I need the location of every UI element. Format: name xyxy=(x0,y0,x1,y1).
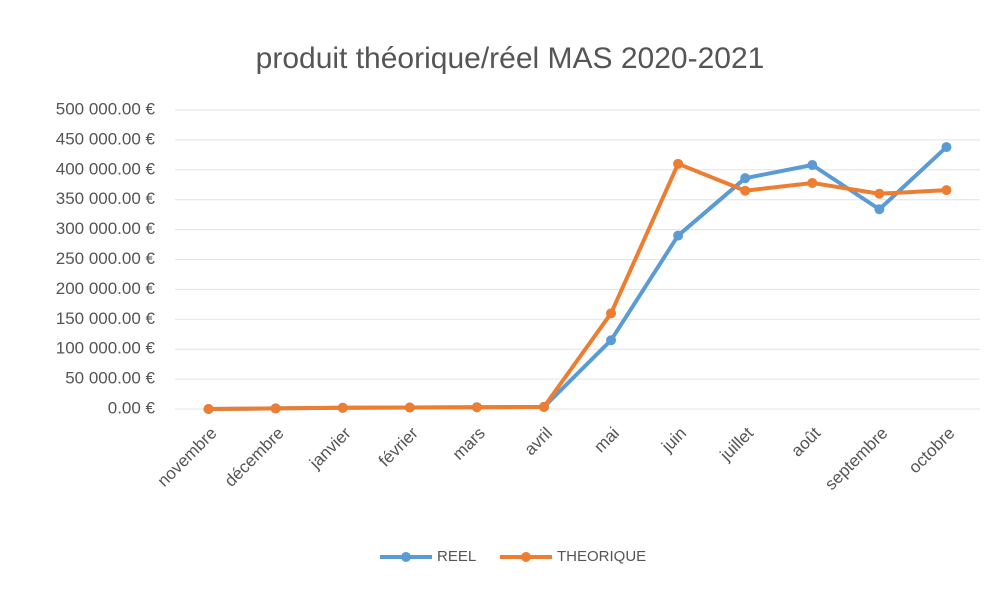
legend-label: THEORIQUE xyxy=(557,548,646,565)
x-tick-label: avril xyxy=(520,424,555,459)
x-tick-label: juin xyxy=(657,424,690,457)
x-tick-label: décembre xyxy=(221,424,288,491)
x-tick-label: mai xyxy=(590,424,623,457)
data-point xyxy=(874,204,885,215)
y-tick-label: 150 000.00 € xyxy=(56,309,156,328)
x-tick-label: août xyxy=(787,423,824,460)
data-point xyxy=(673,158,684,169)
y-tick-label: 100 000.00 € xyxy=(56,339,156,358)
data-point xyxy=(270,403,281,414)
y-tick-label: 200 000.00 € xyxy=(56,279,156,298)
data-point xyxy=(538,401,549,412)
y-tick-label: 0.00 € xyxy=(108,398,156,417)
y-tick-label: 250 000.00 € xyxy=(56,249,156,268)
series-line xyxy=(208,161,947,411)
legend-marker xyxy=(521,552,531,562)
data-point xyxy=(874,188,885,199)
data-point xyxy=(337,402,348,413)
legend-marker xyxy=(401,552,411,562)
x-tick-label: mars xyxy=(449,424,489,464)
data-point xyxy=(941,142,952,153)
data-point xyxy=(740,185,751,196)
x-tick-label: novembre xyxy=(154,424,221,491)
y-tick-label: 350 000.00 € xyxy=(56,189,156,208)
data-point xyxy=(203,404,214,414)
y-tick-label: 500 000.00 € xyxy=(56,99,156,118)
data-point xyxy=(941,185,952,196)
data-point xyxy=(673,230,684,241)
chart-title: produit théorique/réel MAS 2020-2021 xyxy=(256,42,765,75)
y-tick-label: 400 000.00 € xyxy=(56,159,156,178)
data-point xyxy=(807,177,818,188)
x-tick-label: janvier xyxy=(305,423,355,473)
x-tick-label: octobre xyxy=(905,424,959,478)
y-tick-label: 300 000.00 € xyxy=(56,219,156,238)
data-point xyxy=(807,160,818,171)
y-tick-label: 50 000.00 € xyxy=(65,369,155,388)
x-tick-label: septembre xyxy=(821,424,891,494)
x-tick-label: février xyxy=(375,423,422,470)
data-point xyxy=(471,402,482,413)
data-point xyxy=(606,308,617,319)
y-tick-label: 450 000.00 € xyxy=(56,129,156,148)
data-point xyxy=(404,402,415,413)
data-point xyxy=(740,173,751,184)
x-tick-label: juillet xyxy=(716,423,758,465)
data-point xyxy=(606,335,617,346)
legend-label: REEL xyxy=(437,548,476,565)
